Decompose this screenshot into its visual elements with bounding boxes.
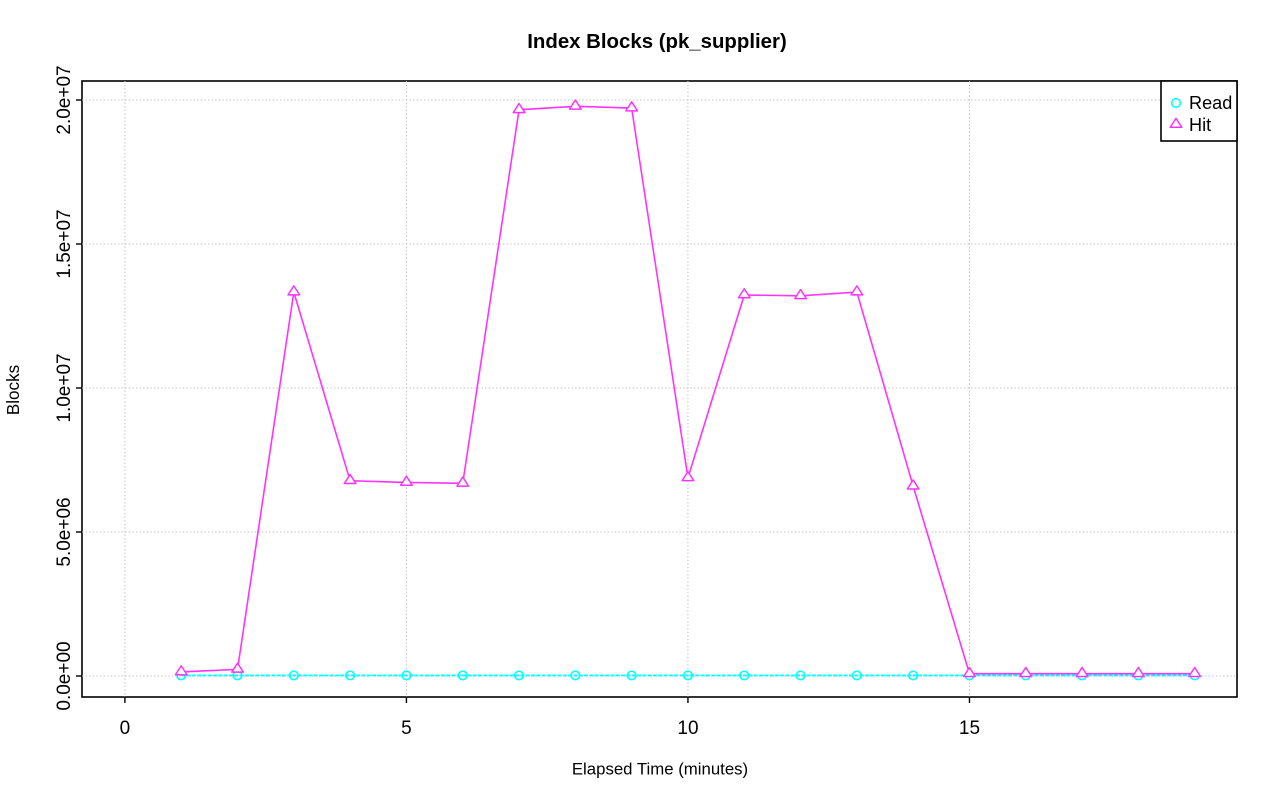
svg-text:Elapsed Time (minutes): Elapsed Time (minutes) xyxy=(572,760,748,779)
svg-text:5: 5 xyxy=(401,718,412,739)
svg-text:Hit: Hit xyxy=(1189,115,1211,135)
svg-text:Index Blocks (pk_supplier): Index Blocks (pk_supplier) xyxy=(527,31,786,53)
svg-text:Read: Read xyxy=(1189,93,1232,113)
svg-text:2.0e+07: 2.0e+07 xyxy=(54,65,75,134)
svg-text:1.5e+07: 1.5e+07 xyxy=(54,209,75,278)
svg-text:Blocks: Blocks xyxy=(4,365,23,415)
svg-text:0.0e+00: 0.0e+00 xyxy=(54,641,75,710)
svg-text:0: 0 xyxy=(120,718,131,739)
svg-text:5.0e+06: 5.0e+06 xyxy=(54,497,75,566)
svg-text:15: 15 xyxy=(959,718,980,739)
svg-text:1.0e+07: 1.0e+07 xyxy=(54,353,75,422)
svg-text:10: 10 xyxy=(677,718,698,739)
